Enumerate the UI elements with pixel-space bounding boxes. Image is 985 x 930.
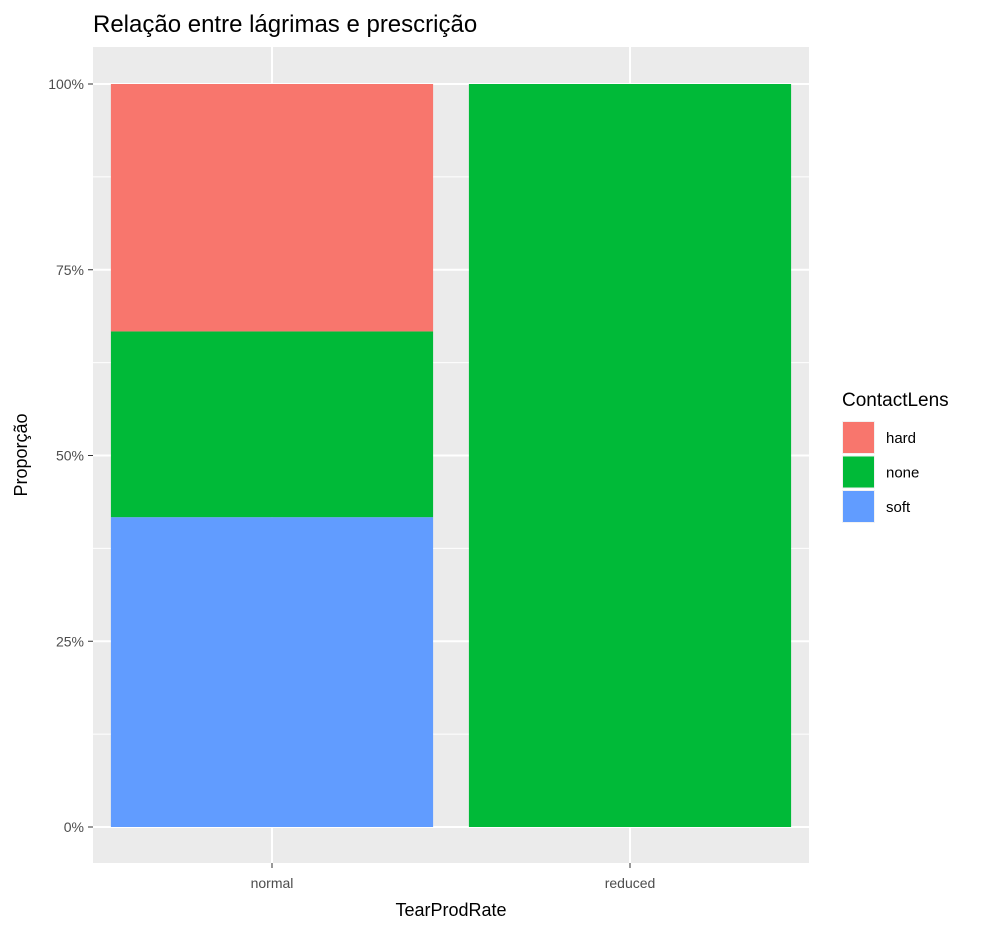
- y-tick-label: 50%: [56, 448, 84, 464]
- x-tick-label: normal: [251, 875, 294, 891]
- legend-label-hard: hard: [886, 430, 916, 447]
- bar-normal-none: [110, 331, 434, 518]
- chart-title: Relação entre lágrimas e prescrição: [93, 11, 477, 38]
- bar-reduced-none: [468, 84, 792, 827]
- bar-normal-soft: [110, 517, 434, 827]
- legend-swatch-none: [843, 456, 874, 488]
- y-tick-label: 100%: [48, 76, 84, 92]
- y-tick-label: 25%: [56, 633, 84, 649]
- bars: [110, 84, 792, 827]
- y-tick-label: 75%: [56, 262, 84, 278]
- legend-swatch-soft: [843, 491, 874, 522]
- y-tick-label: 0%: [64, 819, 84, 835]
- x-axis-title: TearProdRate: [395, 900, 506, 920]
- y-axis: 0% 25% 50% 75% 100%: [48, 76, 93, 835]
- legend-swatch-hard: [843, 422, 874, 453]
- y-axis-title: Proporção: [11, 413, 31, 496]
- legend-title: ContactLens: [842, 390, 949, 411]
- x-axis: normal reduced: [251, 863, 656, 891]
- legend-label-soft: soft: [886, 499, 911, 516]
- bar-normal-hard: [110, 84, 434, 332]
- x-tick-label: reduced: [605, 875, 656, 891]
- legend: ContactLens hard none soft: [842, 390, 949, 523]
- legend-label-none: none: [886, 465, 919, 482]
